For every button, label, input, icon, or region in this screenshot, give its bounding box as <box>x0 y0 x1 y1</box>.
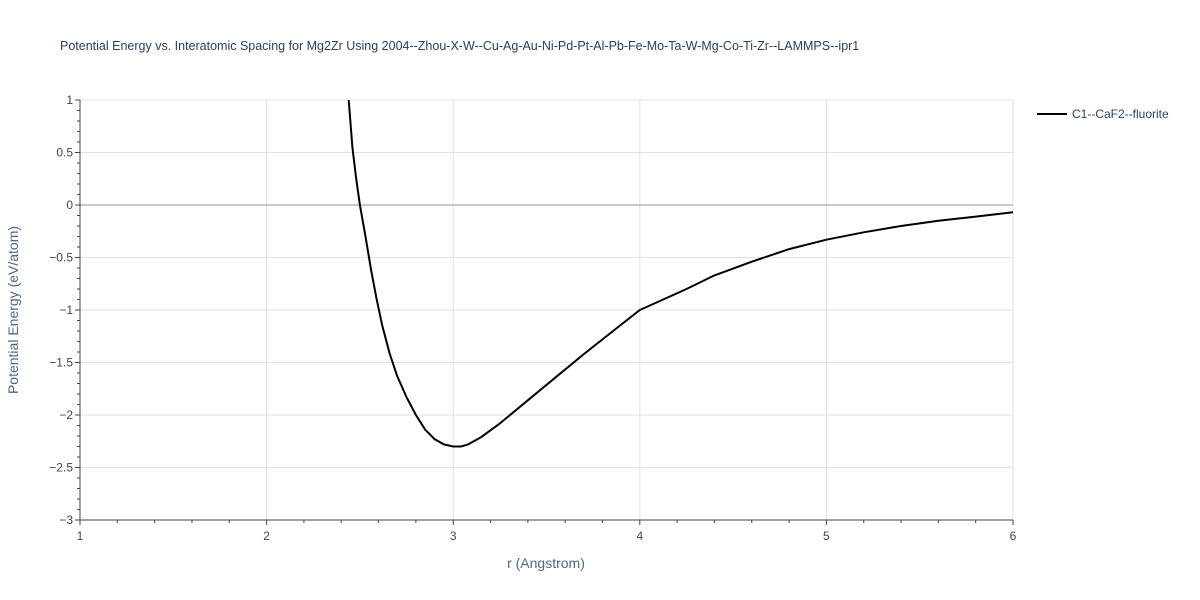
legend[interactable]: C1--CaF2--fluorite <box>1037 107 1169 121</box>
x-tick-label: 6 <box>1010 529 1017 543</box>
y-tick-label: −1.5 <box>49 356 73 370</box>
y-tick-label: 1 <box>66 93 73 107</box>
x-tick-label: 3 <box>450 529 457 543</box>
y-tick-label: −2 <box>59 408 73 422</box>
y-tick-label: 0 <box>66 198 73 212</box>
y-tick-label: −0.5 <box>49 251 73 265</box>
plot-area <box>347 99 1014 448</box>
x-tick-label: 2 <box>263 529 270 543</box>
y-tick-label: −3 <box>59 513 73 527</box>
axes: 1 2 3 4 5 6 1 0.5 0 −0.5 −1 −1.5 −2 −2.5 −3 <box>49 93 1016 543</box>
chart-title: Potential Energy vs. Interatomic Spacing… <box>60 39 859 53</box>
x-tick-label: 1 <box>77 529 84 543</box>
x-tick-label: 5 <box>823 529 830 543</box>
y-axis-title: Potential Energy (eV/atom) <box>5 226 21 394</box>
legend-label[interactable]: C1--CaF2--fluorite <box>1072 107 1169 121</box>
y-tick-label: 0.5 <box>56 146 73 160</box>
y-tick-label: −2.5 <box>49 461 73 475</box>
x-tick-label: 4 <box>636 529 643 543</box>
x-axis-title: r (Angstrom) <box>507 555 585 571</box>
series-line <box>347 99 1014 448</box>
y-tick-label: −1 <box>59 303 73 317</box>
grid <box>80 99 1014 520</box>
